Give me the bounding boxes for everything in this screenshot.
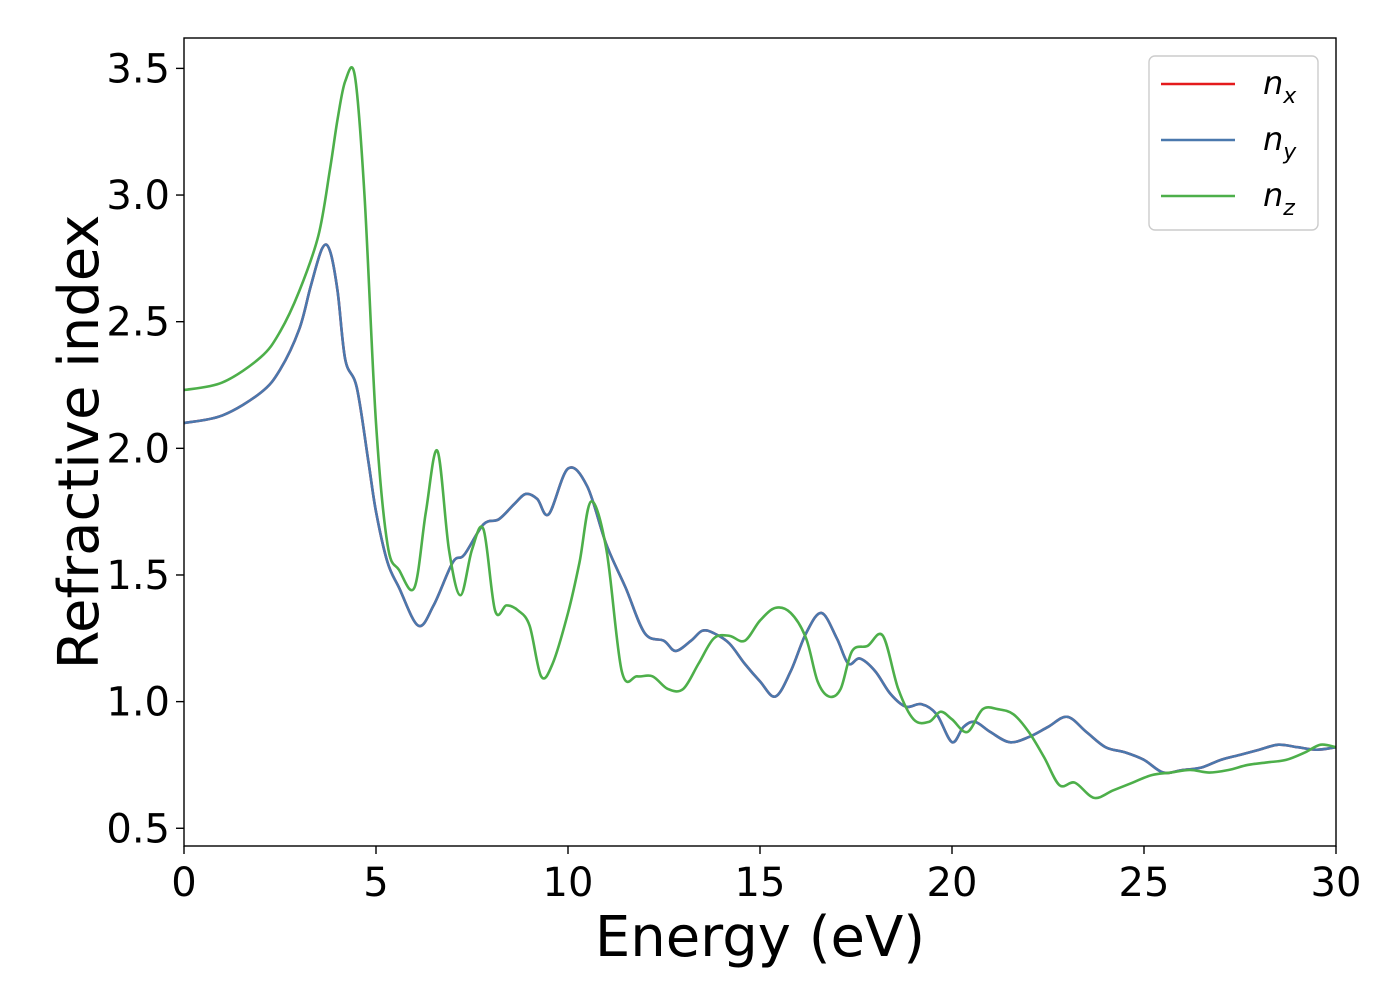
x-tick-label: 30 [1311,860,1362,906]
x-tick-label: 5 [363,860,388,906]
x-tick-label: 0 [171,860,196,906]
y-tick-label: 1.0 [106,680,170,726]
x-tick-label: 10 [543,860,594,906]
y-tick-label: 1.5 [106,553,170,599]
legend-label-nz: nz [1263,176,1295,221]
series-line-ny [184,243,1336,775]
legend-label-ny: ny [1263,120,1297,165]
y-tick-label: 0.5 [106,806,170,852]
x-tick-label: 25 [1119,860,1170,906]
legend-label-nx: nx [1263,64,1297,109]
legend-label-subscript: z [1282,196,1295,221]
series-lines [184,66,1336,800]
legend-box [1148,55,1319,231]
x-axis-title: Energy (eV) [595,905,925,970]
y-axis-title: Refractive index [47,215,112,670]
y-tick-label: 2.0 [106,426,170,472]
series-line-nz [184,66,1336,800]
y-tick-label: 2.5 [106,300,170,346]
x-tick-label: 20 [927,860,978,906]
legend-label-main: n [1263,64,1283,102]
y-tick-label: 3.5 [106,46,170,92]
y-tick-label: 3.0 [106,173,170,219]
plot-frame [183,37,1337,847]
legend-label-main: n [1263,176,1283,214]
ticks: 0 5 10 15 20 25 30 0.5 1.0 1.5 2.0 2.5 3.0 3.5 [106,46,1361,906]
legend-label-subscript: x [1282,84,1297,109]
legend-label-subscript: y [1282,140,1297,165]
x-tick-label: 15 [735,860,786,906]
legend-label-main: n [1263,120,1283,158]
